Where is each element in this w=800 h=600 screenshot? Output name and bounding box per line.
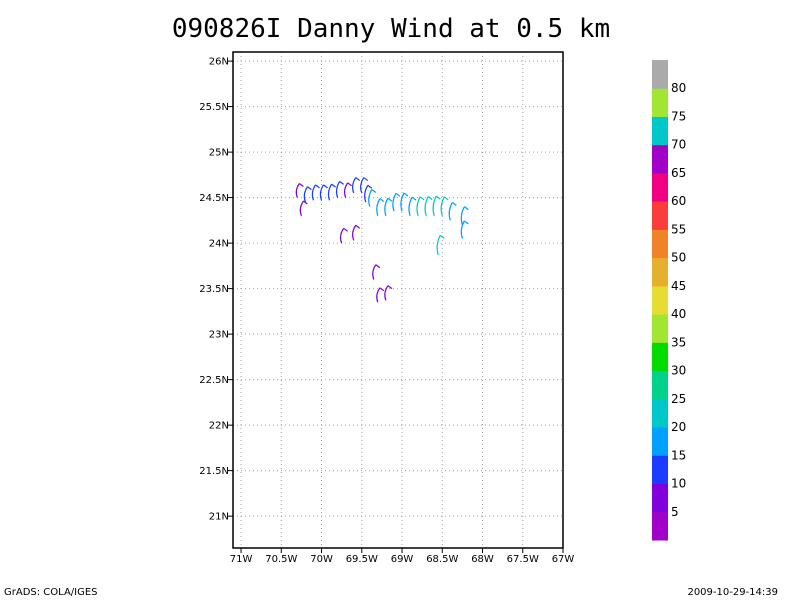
- x-tick-label: 70W: [310, 554, 333, 565]
- colorbar-label: 25: [671, 392, 686, 406]
- wind-barb: [327, 183, 336, 201]
- wind-barb: [448, 201, 457, 221]
- y-tick-label: 24N: [209, 239, 229, 250]
- wind-barb: [460, 206, 469, 226]
- colorbar-segment: [652, 427, 668, 456]
- wind-barb: [303, 186, 312, 203]
- colorbar-segment: [652, 483, 668, 513]
- colorbar-label: 70: [671, 138, 686, 152]
- y-tick-label: 21N: [209, 512, 229, 523]
- wind-barb: [343, 182, 353, 198]
- colorbar-label: 45: [671, 279, 686, 293]
- colorbar-label: 50: [671, 251, 686, 265]
- wind-barb: [408, 196, 417, 217]
- colorbar-segment: [652, 60, 668, 89]
- colorbar-label: 35: [671, 335, 686, 349]
- colorbar-segment: [652, 314, 668, 343]
- y-tick-label: 26N: [209, 57, 229, 68]
- wind-barb: [376, 198, 385, 217]
- wind-barb: [372, 264, 381, 280]
- wind-barb: [440, 196, 449, 216]
- colorbar-segment: [652, 257, 668, 287]
- colorbar-segment: [652, 172, 668, 202]
- wind-barb: [339, 227, 349, 244]
- y-tick-label: 23N: [209, 330, 229, 341]
- plot-frame: [232, 51, 564, 549]
- y-tick-label: 22.5N: [199, 375, 229, 386]
- colorbar-label: 65: [671, 166, 686, 180]
- wind-barb: [460, 220, 469, 239]
- y-tick-label: 24.5N: [199, 193, 229, 204]
- wind-barb: [295, 183, 304, 198]
- wind-barb: [299, 200, 308, 217]
- wind-barb: [352, 177, 361, 194]
- colorbar-label: 75: [671, 109, 686, 123]
- wind-barb: [376, 287, 385, 303]
- colorbar-segment: [652, 201, 668, 230]
- y-tick-label: 25.5N: [199, 102, 229, 113]
- wind-barb: [352, 224, 361, 241]
- wind-barb: [368, 188, 377, 207]
- y-tick-label: 22N: [209, 421, 229, 432]
- wind-barb: [400, 192, 409, 212]
- colorbar-label: 80: [671, 81, 686, 95]
- x-tick-label: 70.5W: [265, 554, 297, 565]
- colorbar-label: 5: [671, 505, 679, 519]
- chart-title: 090826I Danny Wind at 0.5 km: [0, 14, 800, 44]
- wind-barb: [384, 197, 393, 217]
- colorbar-label: 15: [671, 448, 686, 462]
- colorbar-segment: [652, 285, 668, 315]
- y-tick-label: 23.5N: [199, 284, 229, 295]
- footer-timestamp: 2009-10-29-14:39: [687, 587, 778, 598]
- wind-barb: [335, 180, 344, 198]
- wind-barb: [432, 195, 441, 216]
- wind-barb: [384, 285, 393, 301]
- colorbar-segment: [652, 88, 668, 117]
- wind-barb: [392, 192, 401, 212]
- x-tick-label: 71W: [230, 554, 253, 565]
- x-tick-label: 68W: [471, 554, 494, 565]
- wind-barb: [436, 234, 445, 256]
- colorbar-segment: [652, 370, 668, 400]
- colorbar-label: 55: [671, 222, 686, 236]
- x-tick-label: 67W: [552, 554, 575, 565]
- wind-barb: [424, 195, 433, 216]
- colorbar-label: 30: [671, 364, 686, 378]
- colorbar-segment: [652, 455, 668, 485]
- y-tick-label: 25N: [209, 148, 229, 159]
- wind-barb: [319, 184, 328, 201]
- chart-title-text: 090826I Danny Wind at 0.5 km: [171, 14, 611, 44]
- colorbar-label: 60: [671, 194, 686, 208]
- wind-barb: [311, 184, 320, 201]
- footer-credit: GrADS: COLA/IGES: [4, 587, 98, 598]
- colorbar-segment: [652, 116, 668, 146]
- wind-barb: [360, 177, 369, 194]
- x-tick-label: 69.5W: [346, 554, 378, 565]
- colorbar-segment: [652, 144, 668, 174]
- colorbar-segment: [652, 511, 668, 541]
- colorbar-segment: [652, 342, 668, 372]
- x-tick-label: 67.5W: [507, 554, 539, 565]
- wind-barb: [364, 184, 373, 203]
- colorbar-label: 20: [671, 420, 686, 434]
- x-tick-label: 69W: [391, 554, 414, 565]
- x-tick-label: 68.5W: [426, 554, 458, 565]
- colorbar-segment: [652, 398, 668, 428]
- colorbar-label: 40: [671, 307, 686, 321]
- y-tick-label: 21.5N: [199, 466, 229, 477]
- colorbar-segment: [652, 229, 668, 259]
- colorbar-label: 10: [671, 477, 686, 491]
- wind-barb: [416, 196, 425, 216]
